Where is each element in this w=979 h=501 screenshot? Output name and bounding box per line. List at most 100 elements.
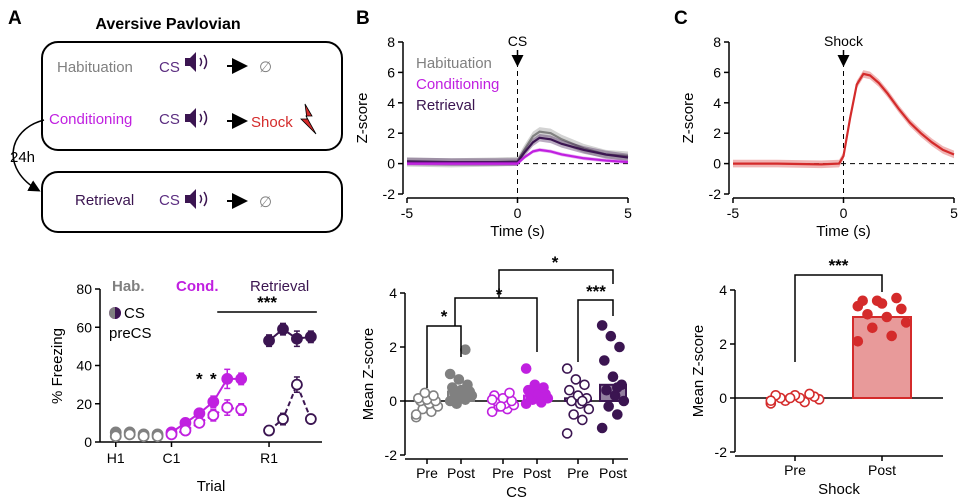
data-point: [193, 416, 206, 429]
event-label: Shock: [824, 33, 864, 49]
data-point: [277, 413, 289, 425]
data-point: [599, 355, 610, 366]
y-tick-label: 6: [387, 64, 395, 80]
data-point: [529, 379, 541, 391]
y-tick-label: 8: [387, 34, 395, 50]
x-tick-label: 0: [514, 205, 522, 221]
y-tick-label: 40: [76, 358, 92, 374]
x-tick-label: Post: [868, 462, 896, 478]
significance-star: ***: [829, 256, 849, 275]
data-point: [451, 398, 462, 410]
null-icon: ∅: [259, 59, 272, 76]
y-tick-label: 2: [713, 125, 721, 141]
significance-bracket: [794, 274, 883, 362]
data-point: [291, 378, 303, 391]
significance-bracket: [426, 325, 462, 388]
data-point: [486, 394, 498, 405]
legend-retrieval-trace: Retrieval: [416, 97, 475, 114]
y-tick-label: -2: [715, 444, 728, 460]
y-axis-title: Mean Z-score: [690, 325, 707, 418]
data-point: [520, 363, 532, 374]
x-tick-label: 0: [840, 205, 848, 221]
data-point: [596, 320, 608, 331]
data-point: [577, 414, 588, 426]
data-point: [504, 387, 515, 399]
data-point: [577, 395, 588, 407]
x-tick-label: Pre: [492, 465, 514, 481]
data-point: [221, 401, 234, 414]
data-point: [891, 292, 902, 304]
x-tick-label: H1: [107, 450, 125, 466]
delay-label: 24h: [10, 149, 35, 166]
x-tick-label: R1: [260, 450, 278, 466]
data-point: [165, 428, 178, 441]
data-point: [900, 317, 912, 328]
legend-retrieval: Retrieval: [250, 278, 309, 295]
x-axis-title: Time (s): [490, 223, 544, 240]
data-point: [867, 322, 878, 334]
series-line: [268, 381, 312, 432]
x-tick-label: -5: [401, 205, 414, 221]
data-point: [568, 409, 579, 420]
data-point: [804, 388, 815, 400]
data-point: [235, 403, 248, 416]
data-point: [536, 397, 547, 408]
y-tick-label: 4: [387, 95, 395, 111]
speaker-icon: [185, 52, 208, 72]
data-point: [207, 409, 220, 422]
mean-bar: [852, 316, 912, 399]
data-point: [612, 382, 623, 393]
data-point: [601, 384, 612, 396]
x-tick-label: Pre: [567, 465, 589, 481]
series-line: [733, 72, 955, 166]
y-axis-title: Mean Z-score: [360, 328, 377, 421]
data-point: [862, 308, 873, 320]
data-point: [765, 395, 777, 407]
data-point: [123, 428, 136, 441]
data-point: [462, 379, 473, 391]
significance-bracket: [498, 269, 614, 298]
x-tick-label: -5: [727, 205, 740, 221]
data-point: [137, 430, 150, 443]
legend-precs-label: preCS: [109, 325, 152, 342]
data-point: [447, 382, 458, 393]
significance-bracket: [577, 299, 614, 362]
data-point: [538, 382, 549, 393]
data-point: [453, 374, 465, 385]
data-point: [410, 409, 422, 420]
data-point: [263, 424, 275, 437]
data-point: [614, 341, 625, 353]
significance-star: *: [552, 253, 559, 272]
y-tick-label: 4: [719, 282, 727, 298]
data-point: [896, 303, 907, 315]
x-tick-label: 5: [624, 205, 632, 221]
data-point: [207, 395, 220, 408]
data-point: [304, 413, 317, 425]
y-tick-label: 80: [76, 281, 92, 297]
data-point: [221, 372, 234, 385]
shock-trace-chart: -2 0 2 4 6 8 -5 0 5 Time (s) Z-score Shock: [680, 33, 958, 240]
schematic: Aversive Pavlovian 24h Habituation CS ∅ …: [10, 16, 343, 233]
y-axis-title: % Freezing: [49, 328, 66, 404]
speaker-icon: [185, 108, 208, 128]
data-point: [561, 363, 573, 374]
data-point: [607, 371, 619, 383]
schematic-title: Aversive Pavlovian: [95, 16, 240, 33]
data-point: [605, 330, 617, 342]
lightning-icon: [300, 103, 317, 135]
cs-label-cond: CS: [159, 111, 180, 128]
freezing-chart: Hab. Cond. Retrieval CS preCS 0 20 40 60 80 H…: [49, 278, 322, 495]
y-tick-label: 2: [389, 339, 397, 355]
data-point: [444, 368, 456, 380]
data-point: [109, 430, 122, 443]
data-point: [852, 335, 864, 347]
y-tick-label: 60: [76, 319, 92, 335]
legend-hab: Hab.: [112, 278, 145, 295]
data-point: [179, 424, 192, 437]
y-tick-label: 4: [713, 95, 721, 111]
y-tick-label: 2: [387, 125, 395, 141]
habituation-label: Habituation: [57, 59, 133, 76]
cs-label-ret: CS: [159, 192, 180, 209]
legend-conditioning: Conditioning: [416, 76, 499, 93]
data-point: [419, 387, 431, 399]
